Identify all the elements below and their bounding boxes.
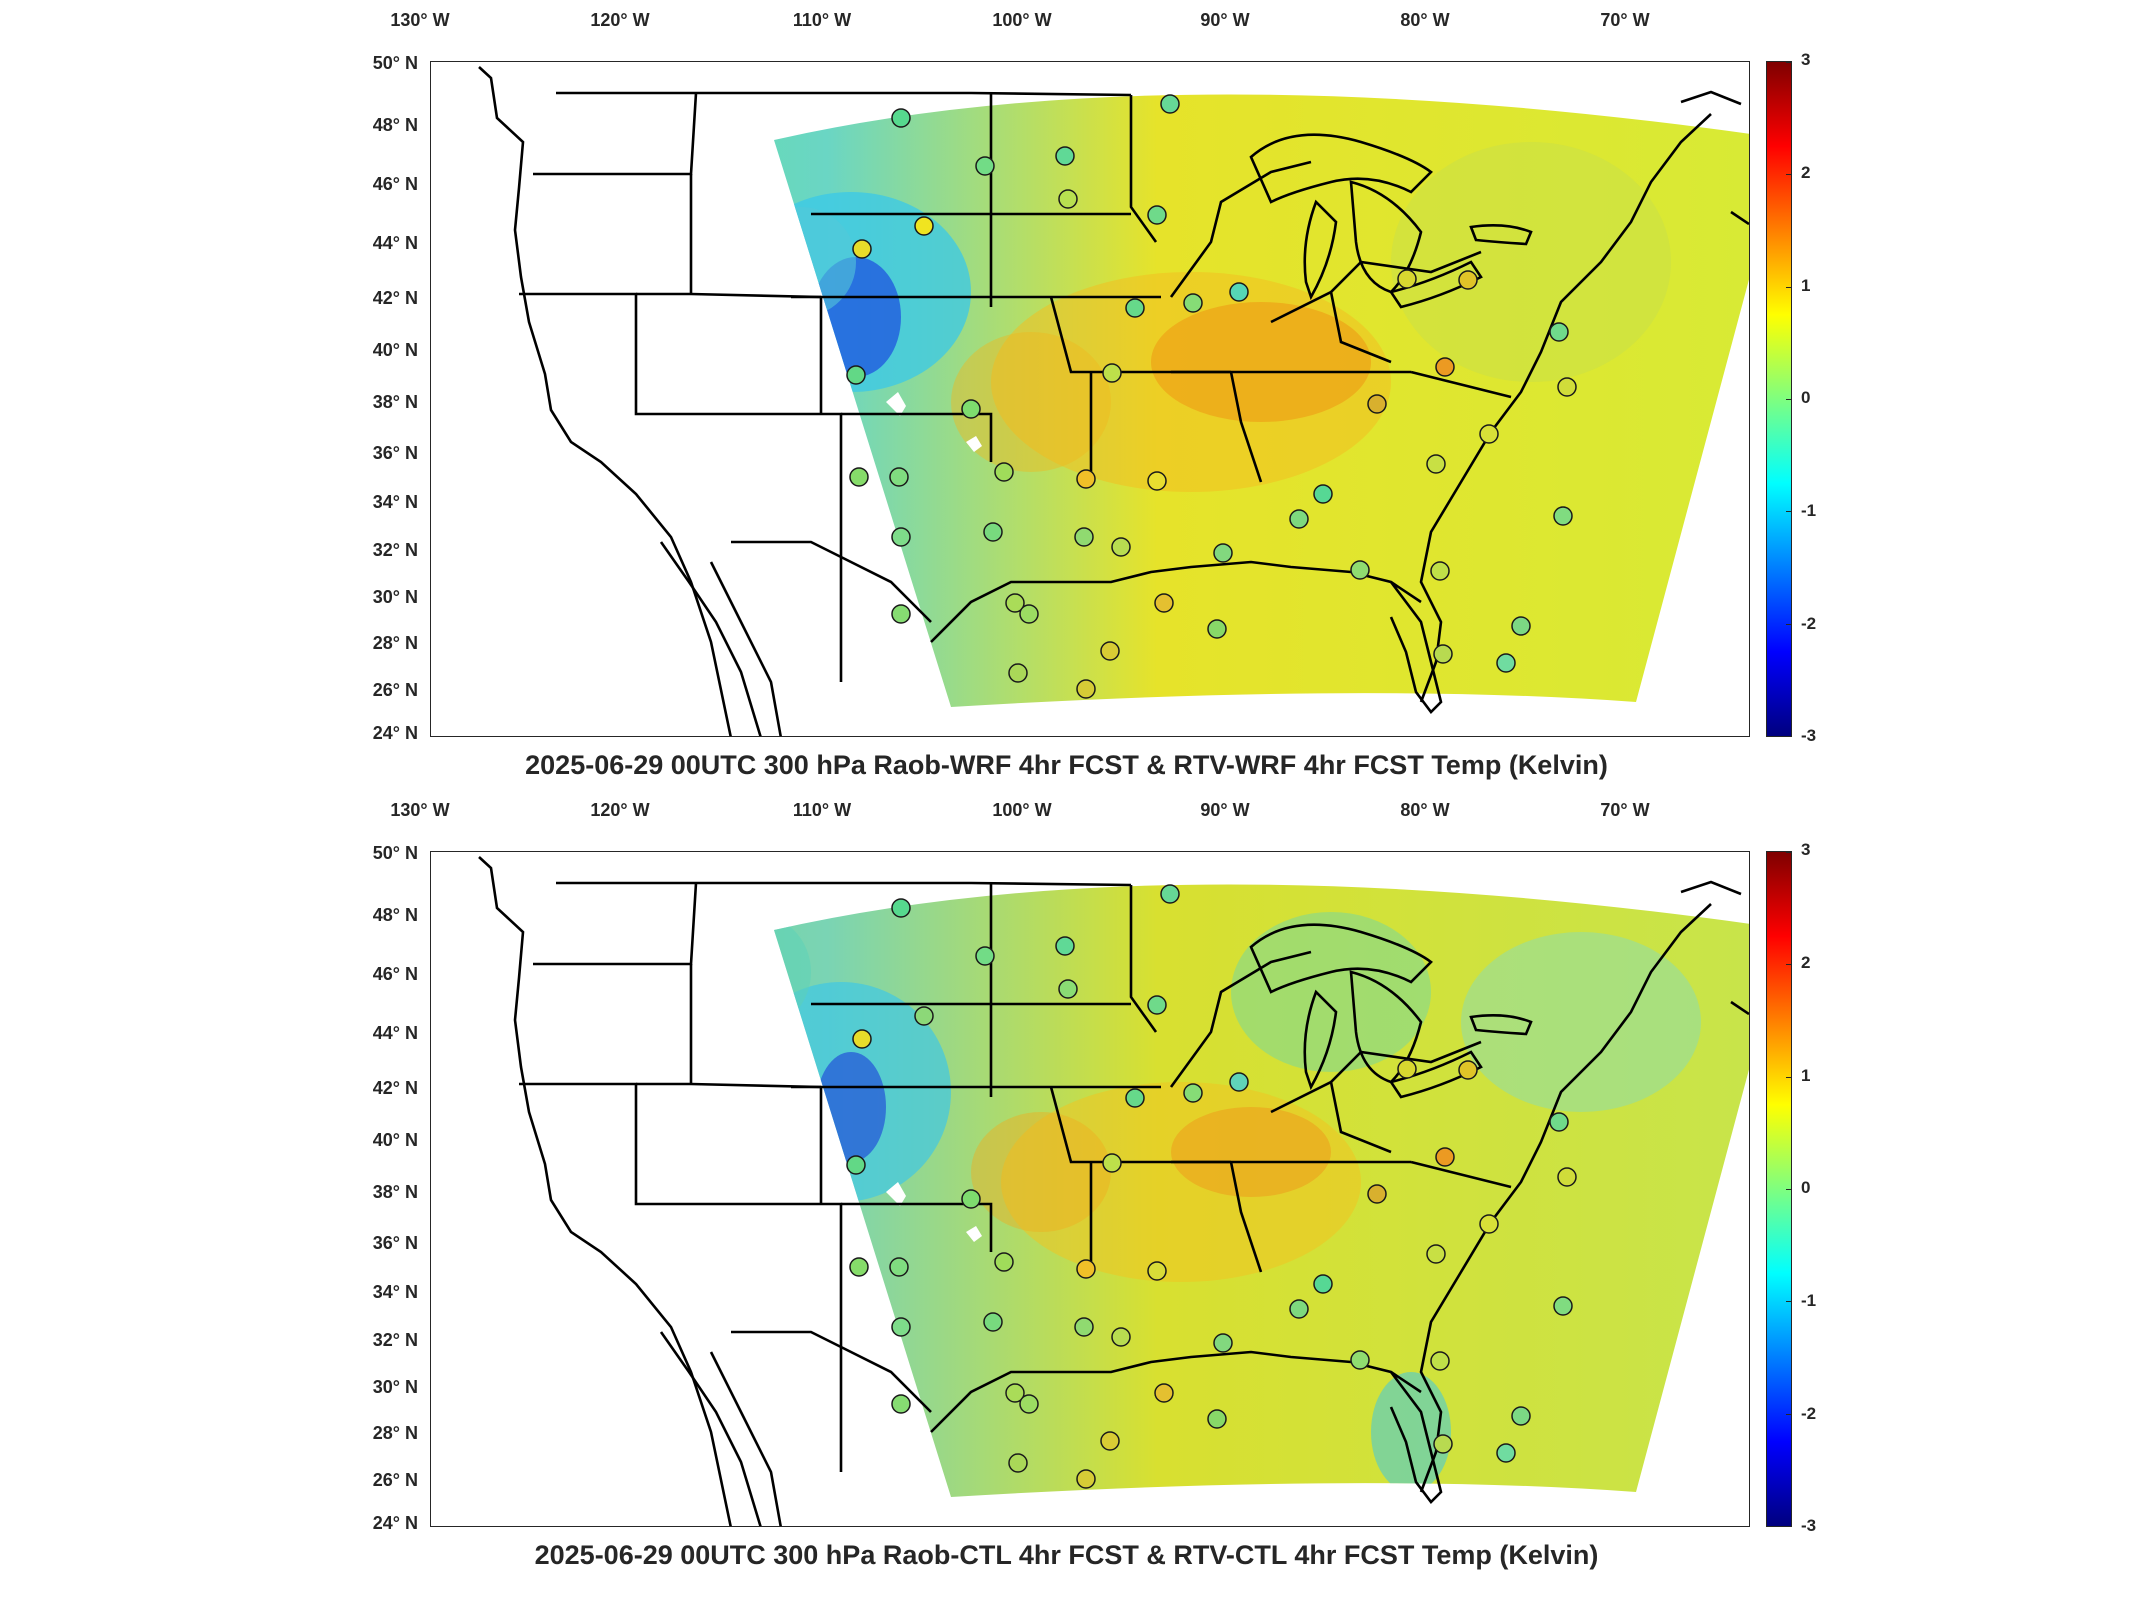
map-plot-area	[430, 61, 1750, 737]
lon-label: 120° W	[590, 800, 650, 820]
lat-label: 44° N	[372, 1023, 418, 1043]
raob-stations	[846, 884, 1577, 1489]
lon-label: 110° W	[792, 10, 852, 30]
colorbar-tick-mark	[1786, 174, 1791, 176]
lat-label: 30° N	[372, 587, 418, 607]
colorbar	[1766, 61, 1792, 737]
colorbar-tick-label: 1	[1801, 276, 1811, 295]
lat-label: 38° N	[372, 392, 418, 412]
lat-label: 42° N	[372, 288, 418, 308]
lat-label: 28° N	[372, 633, 418, 653]
colorbar-tick-label: 3	[1801, 50, 1811, 69]
lat-label: 32° N	[372, 540, 418, 560]
lon-label: 110° W	[792, 800, 852, 820]
lat-label: 30° N	[372, 1377, 418, 1397]
coastlines-and-borders	[478, 66, 1749, 736]
colorbar-tick-mark	[1786, 1189, 1791, 1190]
colorbar	[1766, 851, 1792, 1527]
map-plot-area	[430, 851, 1750, 1527]
lat-label: 24° N	[372, 1513, 418, 1533]
lat-label: 32° N	[372, 1330, 418, 1350]
colorbar-tick-mark	[1786, 511, 1791, 513]
map-svg	[478, 856, 1749, 1526]
temperature-difference-field	[774, 884, 1749, 1497]
lat-label: 48° N	[372, 115, 418, 135]
lat-label: 34° N	[372, 1282, 418, 1302]
panel-title: 2025-06-29 00UTC 300 hPa Raob-CTL 4hr FC…	[534, 1540, 1599, 1570]
lon-label: 70° W	[1600, 10, 1650, 30]
lat-label: 34° N	[372, 492, 418, 512]
lat-label: 24° N	[372, 723, 418, 743]
lat-label: 46° N	[372, 174, 418, 194]
lon-label: 100° W	[992, 10, 1052, 30]
lon-label: 130° W	[390, 10, 450, 30]
lat-label: 50° N	[372, 843, 418, 863]
colorbar-tick-label: -2	[1801, 1404, 1817, 1423]
lon-label: 130° W	[390, 800, 450, 820]
colorbar-tick-mark	[1786, 1076, 1791, 1078]
colorbar-tick-mark	[1786, 286, 1791, 288]
colorbar-tick-mark	[1786, 736, 1791, 737]
colorbar-tick-mark	[1786, 1413, 1791, 1415]
lat-label: 42° N	[372, 1078, 418, 1098]
lat-label: 44° N	[372, 233, 418, 253]
colorbar-tick-mark	[1786, 62, 1791, 63]
map-panel-ctl: 130° W 120° W 110° W 100° W 90° W 80° W …	[0, 790, 2133, 1590]
colorbar-tick-mark	[1786, 852, 1791, 853]
colorbar-tick-mark	[1786, 399, 1791, 400]
colorbar-tick-mark	[1786, 964, 1791, 966]
lat-label: 50° N	[372, 53, 418, 73]
panel-title: 2025-06-29 00UTC 300 hPa Raob-WRF 4hr FC…	[525, 750, 1608, 780]
colorbar-tick-mark	[1786, 1301, 1791, 1303]
colorbar-tick-label: -2	[1801, 614, 1817, 633]
colorbar-tick-label: 2	[1801, 953, 1811, 972]
lon-label: 100° W	[992, 800, 1052, 820]
lon-label: 70° W	[1600, 800, 1650, 820]
colorbar-tick-label: -1	[1801, 501, 1817, 520]
lat-label: 26° N	[372, 680, 418, 700]
lon-label: 80° W	[1400, 10, 1450, 30]
colorbar-tick-mark	[1786, 1526, 1791, 1527]
lat-label: 46° N	[372, 964, 418, 984]
lat-label: 36° N	[372, 1233, 418, 1253]
lat-label: 48° N	[372, 905, 418, 925]
colorbar-tick-label: 1	[1801, 1066, 1811, 1085]
lon-label: 120° W	[590, 10, 650, 30]
colorbar-tick-label: 2	[1801, 163, 1811, 182]
lat-label: 36° N	[372, 443, 418, 463]
colorbar-tick-label: 0	[1801, 388, 1811, 407]
map-panel-wrf: 130° W 120° W 110° W 100° W 90° W 80° W …	[372, 10, 1817, 780]
raob-stations	[846, 94, 1577, 699]
map-svg	[478, 66, 1749, 736]
colorbar-tick-label: 0	[1801, 1178, 1811, 1197]
lat-label: 38° N	[372, 1182, 418, 1202]
lon-label: 90° W	[1200, 800, 1250, 820]
lon-label: 90° W	[1200, 10, 1250, 30]
colorbar-tick-label: -1	[1801, 1291, 1817, 1310]
colorbar-tick-label: -3	[1801, 726, 1817, 745]
lat-label: 28° N	[372, 1423, 418, 1443]
lat-label: 40° N	[372, 1130, 418, 1150]
lon-label: 80° W	[1400, 800, 1450, 820]
lat-label: 26° N	[372, 1470, 418, 1490]
colorbar-tick-label: -3	[1801, 1516, 1817, 1535]
colorbar-tick-mark	[1786, 623, 1791, 625]
colorbar-tick-label: 3	[1801, 840, 1811, 859]
lat-label: 40° N	[372, 340, 418, 360]
